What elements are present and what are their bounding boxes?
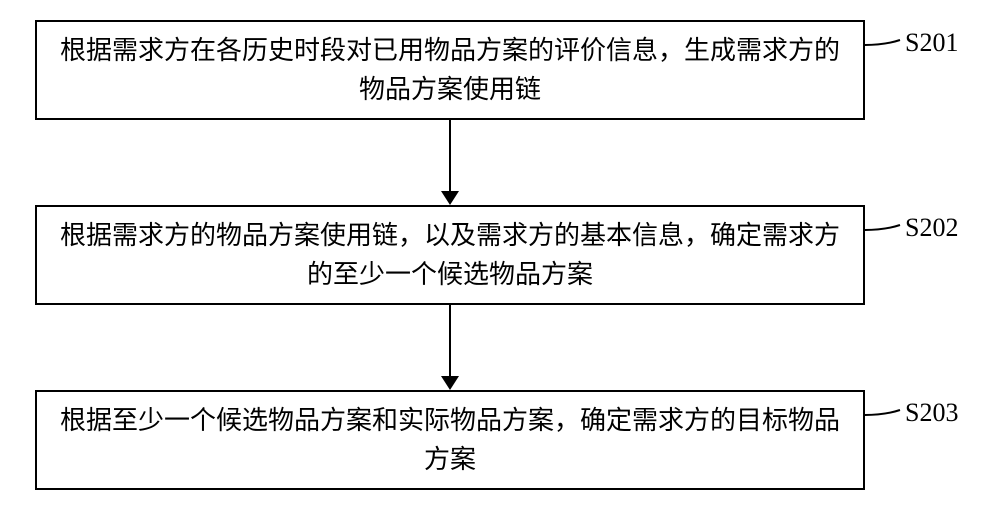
arrow-2-to-3 [0, 0, 1000, 510]
flowchart-canvas: 根据需求方在各历史时段对已用物品方案的评价信息，生成需求方的物品方案使用链 根据… [0, 0, 1000, 510]
